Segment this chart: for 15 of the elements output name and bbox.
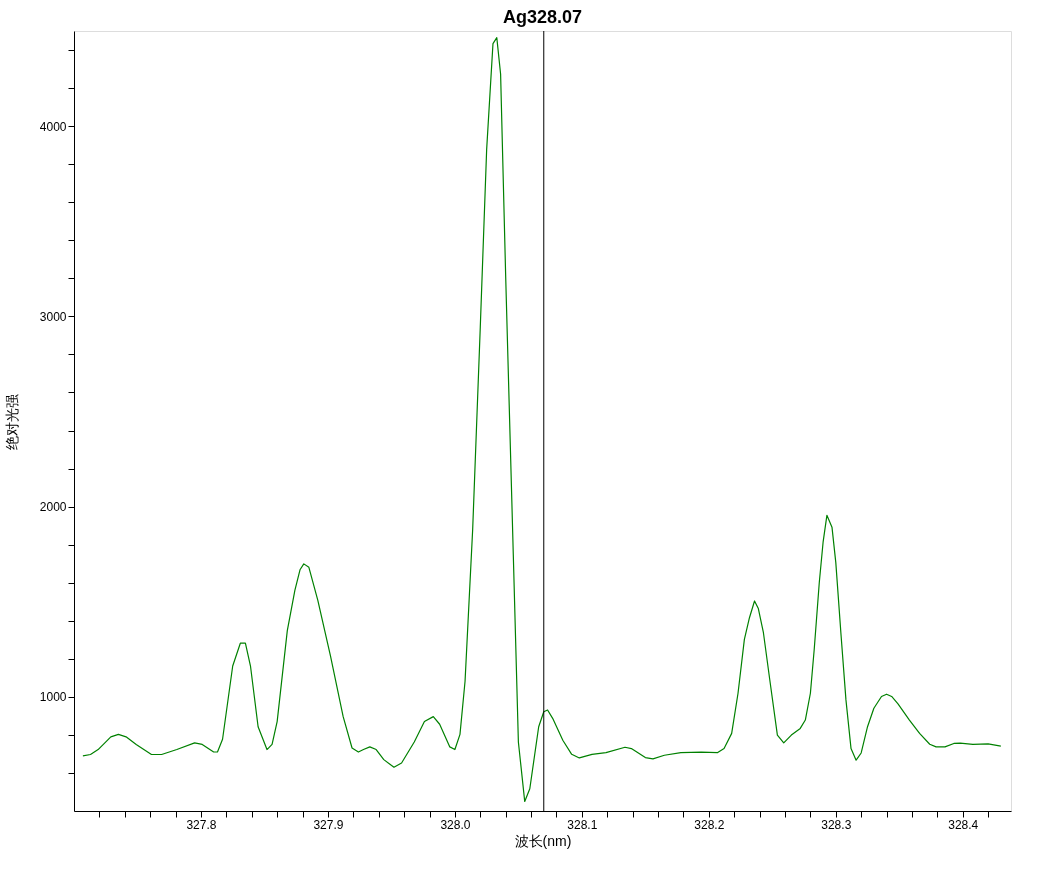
y-axis-title: 绝对光强 <box>3 393 20 450</box>
y-tick-label: 4000 <box>39 119 67 134</box>
line-series <box>82 37 1002 803</box>
x-tick-label: 327.9 <box>313 817 344 832</box>
y-tick-label: 2000 <box>39 500 67 515</box>
x-axis-title: 波长(nm) <box>514 832 572 849</box>
x-tick-label: 328.0 <box>440 817 471 832</box>
x-tick-label: 328.4 <box>948 817 979 832</box>
y-tick-label: 3000 <box>39 309 67 324</box>
y-tick-label: 1000 <box>39 690 67 705</box>
x-tick-label: 328.3 <box>821 817 852 832</box>
x-tick-label: 328.2 <box>694 817 725 832</box>
x-tick-label: 328.1 <box>567 817 598 832</box>
chart-title: Ag328.07 <box>502 6 583 27</box>
x-tick-label: 327.8 <box>186 817 217 832</box>
